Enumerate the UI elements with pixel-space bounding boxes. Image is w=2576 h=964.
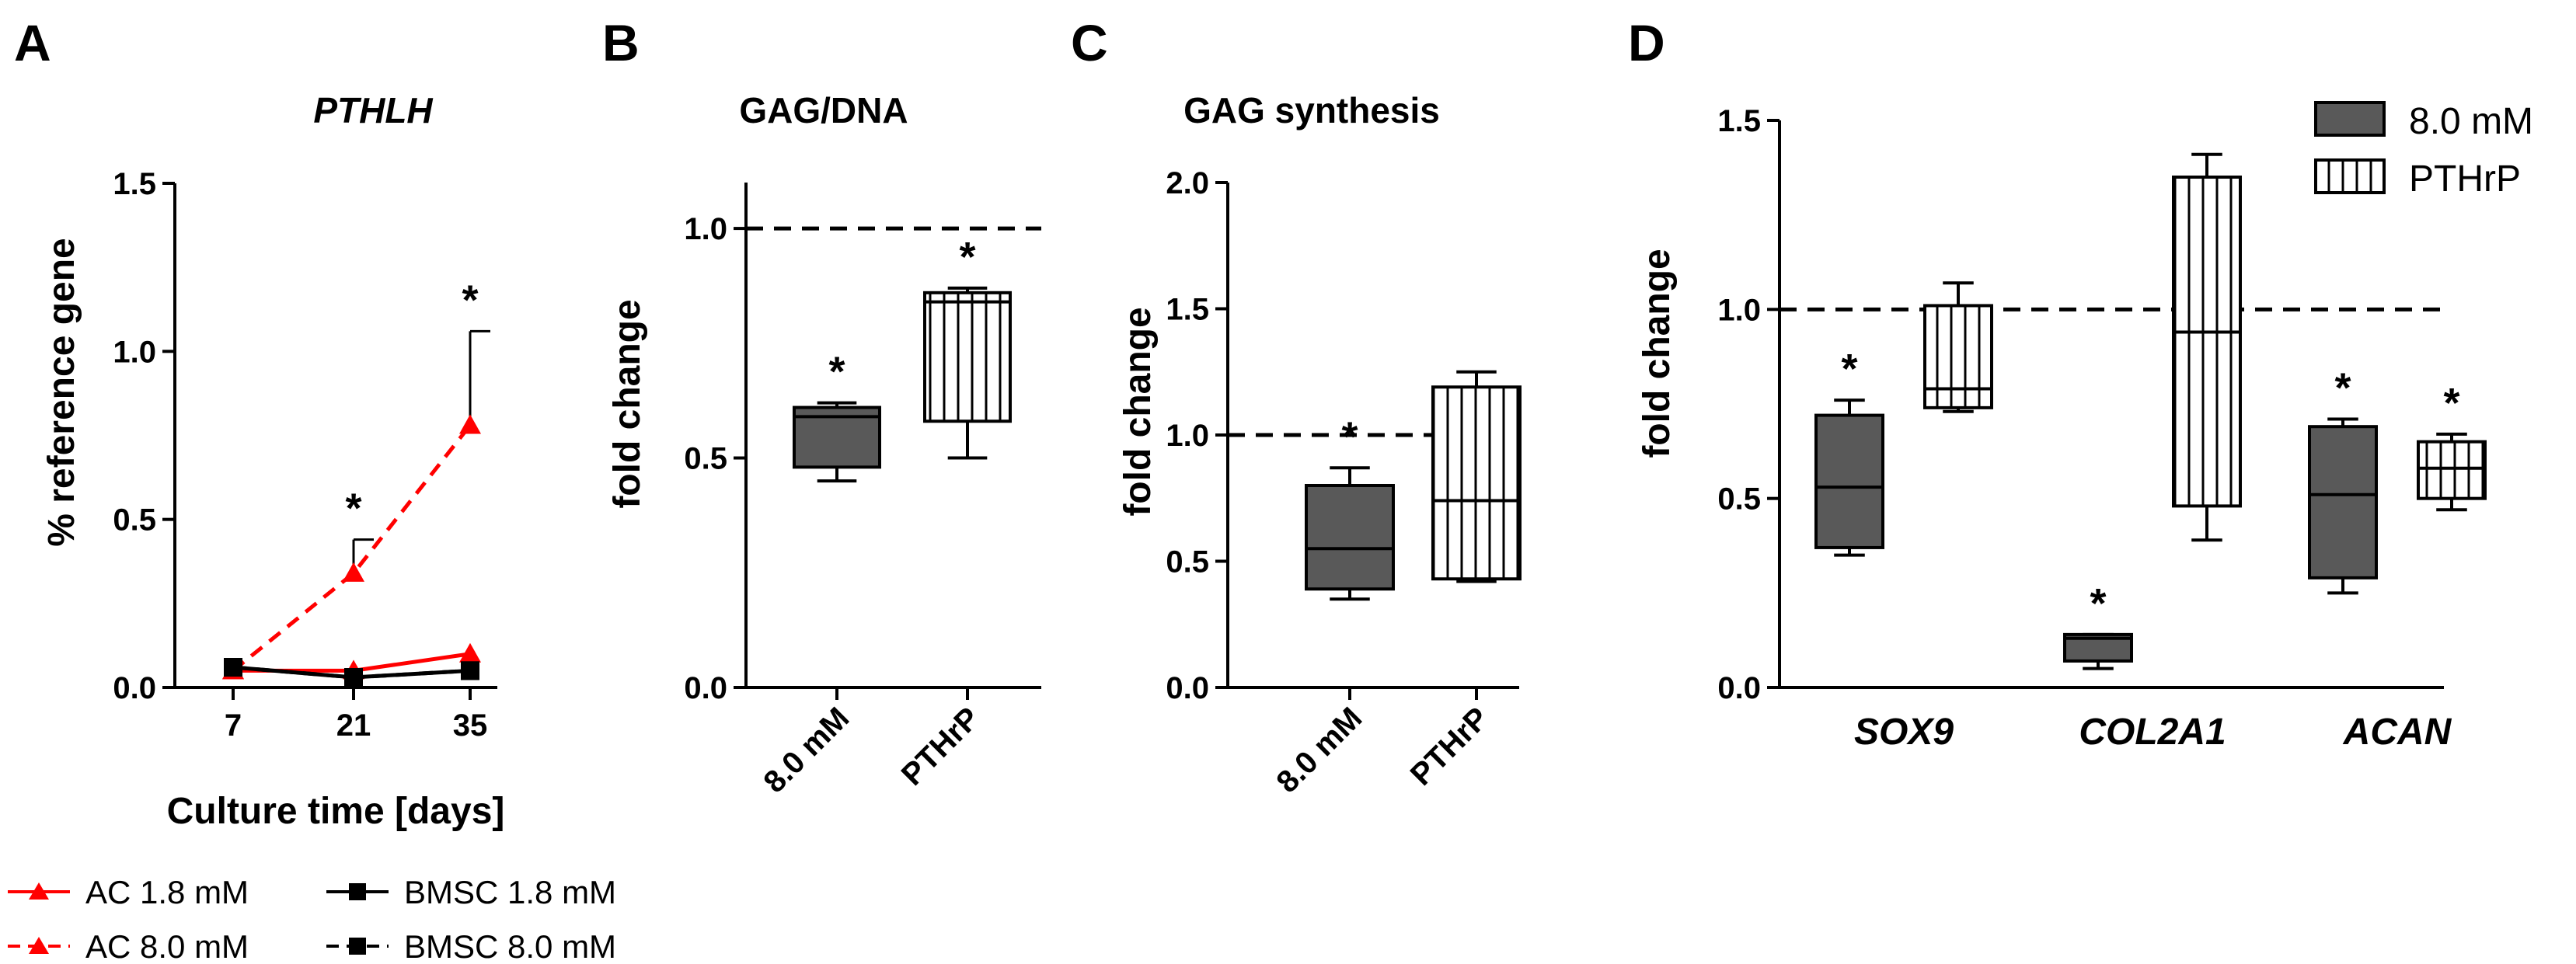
panel-d-dark-significance-star: * xyxy=(2334,364,2351,411)
legend-ac-18-label: AC 1.8 mM xyxy=(85,874,249,910)
legend-ac-80-label: AC 8.0 mM xyxy=(85,928,249,964)
panel-a-x-label: Culture time [days] xyxy=(167,791,505,832)
panel-c: C GAG synthesis fold change 0.0 0.5 1.0 1.5… xyxy=(1071,14,1522,799)
panel-d-y-tick-label: 1.0 xyxy=(1717,293,1761,327)
panel-b-significance-star: * xyxy=(828,349,845,395)
panel-d-y-label: fold change xyxy=(1637,249,1678,458)
panel-letter-d: D xyxy=(1628,14,1665,71)
legend-hatch-swatch xyxy=(2314,158,2386,194)
panel-c-y-tick-label: 0.5 xyxy=(1166,545,1209,579)
panel-a-series-4 xyxy=(224,658,479,687)
panel-letter-c: C xyxy=(1071,14,1108,71)
panel-a-x-tick-label: 35 xyxy=(453,708,488,743)
panel-a-point xyxy=(461,661,479,680)
panel-b-significance-star: * xyxy=(959,234,975,280)
panel-c-y-tick-label: 1.5 xyxy=(1166,293,1209,327)
panel-c-y-tick-label: 0.0 xyxy=(1166,671,1209,705)
legend-ac-18-marker xyxy=(29,882,49,900)
legend-a: AC 1.8 mM BMSC 1.8 mM AC 8.0 mM BMSC 8.0… xyxy=(8,874,616,964)
legend-item-ac-18: AC 1.8 mM xyxy=(8,874,249,910)
panel-a-point xyxy=(344,668,363,687)
panel-b-plot: 0.0 0.5 1.0 * 8.0 mM * PTHrP xyxy=(684,183,1041,799)
panel-a: A PTHLH % reference gene Culture time [d… xyxy=(8,14,616,964)
panel-c-box xyxy=(1431,385,1522,581)
panel-a-y-tick-label: 0.0 xyxy=(113,671,156,705)
panel-b-box xyxy=(923,291,1012,423)
legend-item-ac-80: AC 8.0 mM xyxy=(8,928,249,964)
panel-d-y-tick-label: 0.0 xyxy=(1717,671,1761,705)
panel-a-y-tick-label: 0.5 xyxy=(113,503,156,538)
panel-d-x-category-label: COL2A1 xyxy=(2079,712,2226,753)
panel-d-plot: 0.0 0.5 1.0 1.5 * * * * SOX9 COL2A1 ACAN xyxy=(1717,104,2487,753)
panel-a-point xyxy=(224,658,242,677)
panel-b-x-tick-label: PTHrP xyxy=(895,701,987,792)
panel-c-y-tick-label: 2.0 xyxy=(1166,166,1209,200)
panel-a-x-tick-label: 7 xyxy=(225,708,242,743)
panel-a-plot: 0.0 0.5 1.0 1.5 7 21 35 * * xyxy=(113,167,497,743)
panel-c-box xyxy=(1305,484,1395,591)
panel-b-x-tick-label: 8.0 mM xyxy=(757,701,856,799)
legend-dark-swatch xyxy=(2314,101,2386,137)
panel-d: D fold change 0.0 0.5 1.0 1.5 * * * * SOX9 COL2A1… xyxy=(1628,14,2533,753)
panel-d-dark-significance-star: * xyxy=(1841,346,1857,392)
panel-a-point xyxy=(459,414,481,434)
panel-c-y-tick-label: 1.0 xyxy=(1166,419,1209,453)
panel-b-y-tick-label: 0.0 xyxy=(684,671,727,705)
panel-d-y-tick-label: 1.5 xyxy=(1717,104,1761,138)
panel-a-x-tick-label: 21 xyxy=(336,708,371,743)
legend-bmsc-18-marker xyxy=(349,883,366,900)
panel-b-y-tick-label: 1.0 xyxy=(684,212,727,246)
legend-item-bmsc-80: BMSC 8.0 mM xyxy=(326,928,616,964)
panel-d-hatch-box xyxy=(2172,176,2242,508)
panel-a-series-line xyxy=(232,423,472,673)
legend-item-bmsc-18: BMSC 1.8 mM xyxy=(326,874,616,910)
panel-c-significance-star: * xyxy=(1341,413,1358,460)
panel-c-plot: 0.0 0.5 1.0 1.5 2.0 * 8.0 mM PTHrP xyxy=(1166,166,1522,799)
panel-a-y-tick-label: 1.5 xyxy=(113,167,156,201)
panel-a-point xyxy=(343,562,364,582)
panel-d-dark-significance-star: * xyxy=(2090,580,2106,627)
panel-b-title: GAG/DNA xyxy=(739,90,908,131)
panel-a-y-tick-label: 1.0 xyxy=(113,335,156,369)
legend-bmsc-18-label: BMSC 1.8 mM xyxy=(404,874,616,910)
panel-a-significance-star: * xyxy=(462,277,478,323)
panel-letter-a: A xyxy=(14,14,51,71)
panel-c-y-label: fold change xyxy=(1117,307,1159,516)
panel-letter-b: B xyxy=(602,14,640,71)
panel-b-y-tick-label: 0.5 xyxy=(684,442,727,476)
legend-hatch-label: PTHrP xyxy=(2409,158,2521,200)
panel-c-x-tick-label: 8.0 mM xyxy=(1270,701,1368,799)
panel-d-hatch-box xyxy=(1923,304,1993,409)
legend-d: 8.0 mM PTHrP xyxy=(2314,101,2533,200)
legend-item-dark: 8.0 mM xyxy=(2314,101,2533,142)
panel-a-significance-star: * xyxy=(345,485,361,532)
panel-d-hatch-box xyxy=(2417,440,2487,500)
panel-d-hatch-significance-star: * xyxy=(2443,380,2459,426)
legend-item-hatch: PTHrP xyxy=(2314,158,2521,200)
panel-d-y-tick-label: 0.5 xyxy=(1717,482,1761,517)
legend-ac-80-marker xyxy=(29,937,49,954)
panel-b: B GAG/DNA fold change 0.0 0.5 1.0 * 8.0 mM * P… xyxy=(602,14,1041,799)
panel-d-x-category-label: ACAN xyxy=(2343,712,2452,753)
panel-c-title: GAG synthesis xyxy=(1183,90,1440,131)
legend-bmsc-80-label: BMSC 8.0 mM xyxy=(404,928,616,964)
panel-d-x-category-label: SOX9 xyxy=(1854,712,1954,753)
panel-d-dark-box xyxy=(2308,425,2378,579)
panel-b-y-label: fold change xyxy=(607,299,648,508)
legend-bmsc-80-marker xyxy=(349,938,366,955)
panel-a-y-label: % reference gene xyxy=(41,238,82,547)
panel-d-dark-box xyxy=(1814,413,1884,549)
panel-c-x-tick-label: PTHrP xyxy=(1404,701,1496,792)
panel-a-title: PTHLH xyxy=(313,90,433,131)
legend-dark-label: 8.0 mM xyxy=(2409,101,2533,142)
panel-a-point xyxy=(459,642,481,663)
